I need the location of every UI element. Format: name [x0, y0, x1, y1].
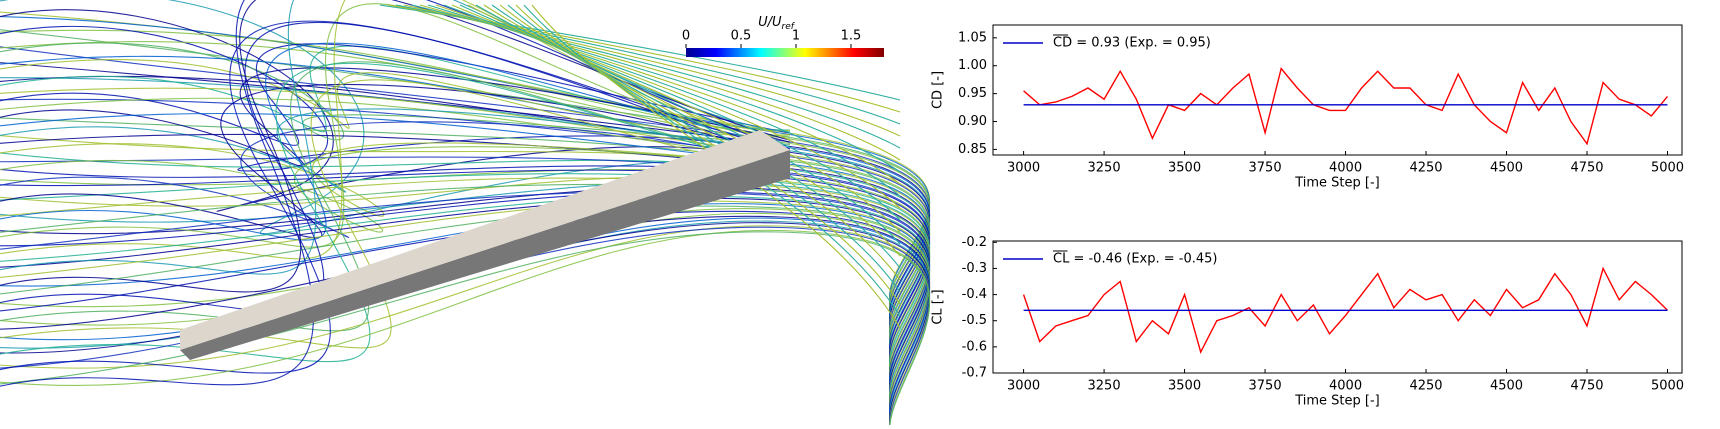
legend-label: CL = -0.46 (Exp. = -0.45) — [1053, 252, 1217, 267]
x-tick-label: 3750 — [1249, 161, 1282, 176]
streamline — [507, 4, 901, 293]
streamline — [0, 0, 791, 387]
x-tick-label: 4750 — [1570, 161, 1603, 176]
x-tick-label: 3250 — [1088, 161, 1121, 176]
y-axis-label: CD [-] — [931, 71, 946, 109]
building-side — [180, 150, 790, 360]
streamline — [0, 215, 930, 417]
streamline — [0, 225, 931, 429]
building-roof — [180, 130, 790, 350]
x-axis-label: Time Step [-] — [1294, 176, 1380, 191]
x-tick-label: 3500 — [1168, 161, 1201, 176]
streamline — [0, 42, 791, 146]
colorbar-label-main: U/U — [758, 15, 782, 30]
building-model — [180, 130, 790, 360]
streamline — [467, 4, 901, 233]
colorbar-label-sub: ref — [782, 22, 796, 32]
streamline — [0, 203, 930, 401]
x-tick-label: 3500 — [1168, 379, 1201, 394]
y-axis-label: CL [-] — [931, 289, 946, 324]
streamline — [483, 4, 901, 257]
streamline — [459, 4, 901, 221]
charts: 3000 3250 3500 3750 4000 4250 4500 4750 5000 0.85… — [931, 24, 1684, 409]
y-tick-label: -0.2 — [962, 235, 987, 250]
streamline — [491, 4, 901, 269]
y-tick-label: -0.7 — [962, 366, 987, 381]
x-tick-label: 3750 — [1249, 379, 1282, 394]
x-tick-label: 3250 — [1088, 379, 1121, 394]
y-tick-label: 0.85 — [958, 142, 987, 157]
y-tick-label: -0.3 — [962, 261, 987, 276]
streamline — [0, 108, 791, 193]
x-tick-label: 3000 — [1007, 379, 1040, 394]
colorbar-gradient — [686, 48, 884, 57]
streamline — [0, 146, 791, 233]
plot-frame — [992, 24, 1683, 156]
streamline — [0, 205, 930, 405]
streamline — [0, 3, 791, 248]
streamline — [0, 42, 791, 241]
streamline — [451, 4, 901, 209]
streamline — [0, 177, 930, 377]
y-tick-label: -0.5 — [962, 313, 987, 328]
streamline — [0, 195, 930, 393]
y-tick-label: -0.4 — [962, 287, 987, 302]
y-tick-label: 1.00 — [958, 58, 987, 73]
streamline — [0, 208, 930, 407]
x-axis-label: Time Step [-] — [1294, 394, 1380, 409]
x-tick-label: 4250 — [1409, 161, 1442, 176]
x-tick-label: 4000 — [1329, 161, 1362, 176]
x-tick-label: 3000 — [1007, 161, 1040, 176]
streamline — [0, 210, 930, 411]
y-tick-label: 0.90 — [958, 114, 987, 129]
streamline — [0, 0, 791, 293]
streamline — [387, 4, 901, 113]
x-tick-label: 4500 — [1490, 161, 1523, 176]
streamline — [0, 190, 930, 387]
x-tick-label: 5000 — [1651, 379, 1684, 394]
streamline — [0, 197, 930, 395]
streamline — [0, 62, 791, 363]
streamline — [0, 200, 930, 399]
x-tick-label: 4000 — [1329, 379, 1362, 394]
colorbar-tick-label: 0.5 — [731, 29, 752, 44]
colorbar-tick-label: 0 — [682, 29, 690, 44]
streamline — [475, 4, 901, 245]
y-tick-label: 0.95 — [958, 86, 987, 101]
streamline — [499, 4, 901, 281]
colorbar-label: U/Uref — [758, 15, 796, 32]
streamline — [0, 121, 791, 238]
series-line — [1022, 266, 1668, 355]
plot-frame — [992, 240, 1683, 374]
colorbar-tick-label: 1 — [792, 29, 800, 44]
streamline — [0, 191, 930, 389]
streamline — [0, 67, 791, 168]
y-tick-label: 1.05 — [958, 30, 987, 45]
streamline — [0, 142, 791, 217]
series-line — [1023, 66, 1669, 146]
streamline-render — [0, 0, 931, 429]
colorbar: U/Uref — [686, 15, 884, 57]
colorbar-tick-label: 1.5 — [841, 29, 862, 44]
x-tick-label: 4500 — [1490, 379, 1523, 394]
x-tick-label: 4750 — [1570, 379, 1603, 394]
streamline — [0, 21, 791, 312]
streamline — [0, 83, 791, 239]
x-tick-label: 5000 — [1651, 161, 1684, 176]
y-tick-label: -0.6 — [962, 339, 987, 354]
streamline — [0, 20, 791, 374]
streamline — [0, 59, 791, 137]
legend-label: CD = 0.93 (Exp. = 0.95) — [1053, 36, 1211, 51]
x-tick-label: 4250 — [1409, 379, 1442, 394]
